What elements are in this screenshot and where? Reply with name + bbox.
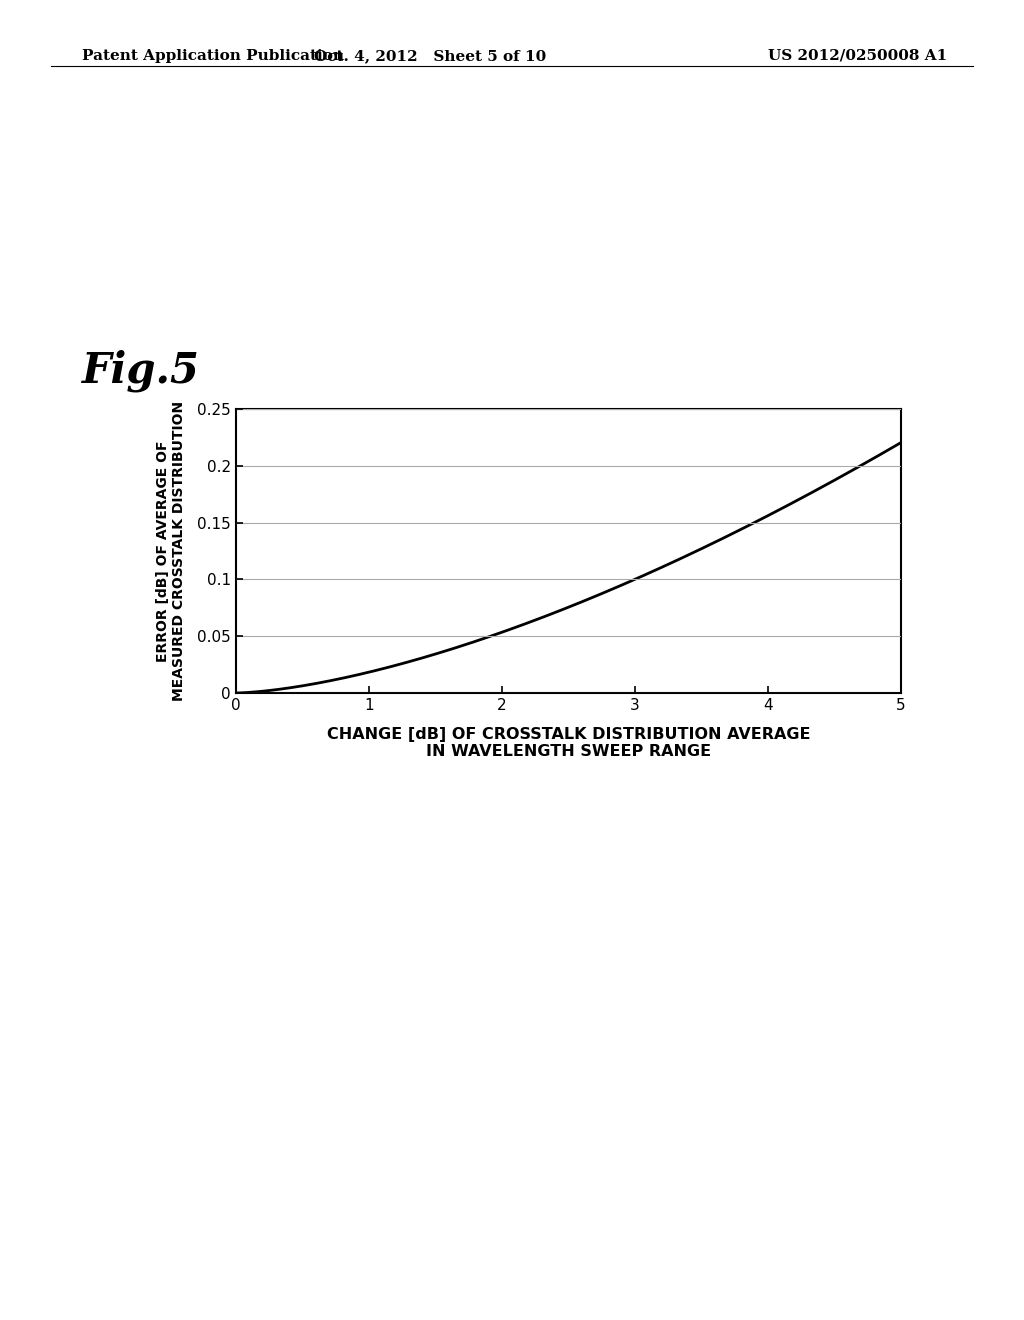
X-axis label: CHANGE [dB] OF CROSSTALK DISTRIBUTION AVERAGE
IN WAVELENGTH SWEEP RANGE: CHANGE [dB] OF CROSSTALK DISTRIBUTION AV…	[327, 727, 810, 759]
Text: US 2012/0250008 A1: US 2012/0250008 A1	[768, 49, 947, 63]
Y-axis label: ERROR [dB] OF AVERAGE OF
MEASURED CROSSTALK DISTRIBUTION: ERROR [dB] OF AVERAGE OF MEASURED CROSST…	[156, 401, 185, 701]
Text: Fig.5: Fig.5	[82, 350, 200, 392]
Text: Patent Application Publication: Patent Application Publication	[82, 49, 344, 63]
Text: Oct. 4, 2012   Sheet 5 of 10: Oct. 4, 2012 Sheet 5 of 10	[314, 49, 546, 63]
